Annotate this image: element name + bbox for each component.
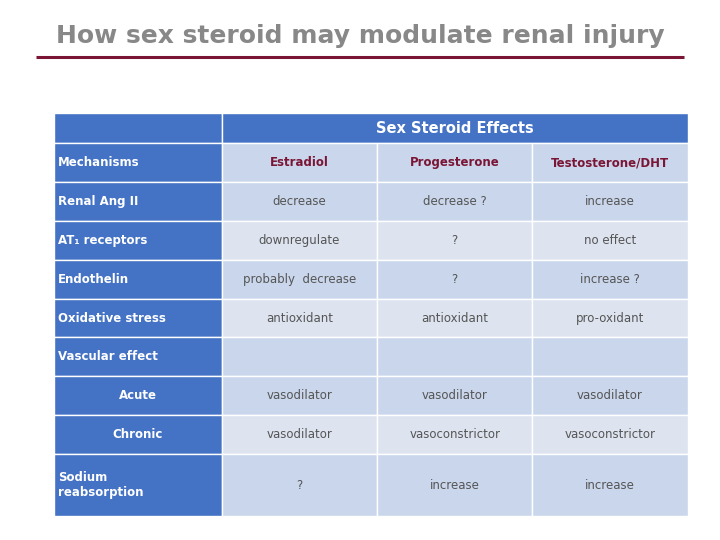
- Text: ?: ?: [451, 273, 458, 286]
- FancyBboxPatch shape: [377, 221, 532, 260]
- Text: Sodium
reabsorption: Sodium reabsorption: [58, 471, 144, 499]
- FancyBboxPatch shape: [222, 338, 377, 376]
- Text: vasoconstrictor: vasoconstrictor: [409, 428, 500, 441]
- Text: increase: increase: [430, 478, 480, 492]
- Text: AT₁ receptors: AT₁ receptors: [58, 234, 148, 247]
- Text: vasoconstrictor: vasoconstrictor: [564, 428, 655, 441]
- FancyBboxPatch shape: [54, 260, 222, 299]
- Text: ?: ?: [451, 234, 458, 247]
- Text: antioxidant: antioxidant: [421, 312, 488, 325]
- FancyBboxPatch shape: [222, 299, 377, 338]
- FancyBboxPatch shape: [222, 260, 377, 299]
- FancyBboxPatch shape: [532, 299, 688, 338]
- FancyBboxPatch shape: [54, 454, 222, 516]
- FancyBboxPatch shape: [54, 143, 222, 182]
- Text: vasodilator: vasodilator: [422, 389, 487, 402]
- Text: Sex Steroid Effects: Sex Steroid Effects: [376, 121, 534, 136]
- FancyBboxPatch shape: [532, 338, 688, 376]
- Text: Testosterone/DHT: Testosterone/DHT: [551, 156, 669, 169]
- Text: Progesterone: Progesterone: [410, 156, 500, 169]
- Text: downregulate: downregulate: [258, 234, 341, 247]
- Text: decrease: decrease: [273, 195, 326, 208]
- FancyBboxPatch shape: [54, 221, 222, 260]
- FancyBboxPatch shape: [532, 454, 688, 516]
- FancyBboxPatch shape: [377, 454, 532, 516]
- Text: Renal Ang II: Renal Ang II: [58, 195, 139, 208]
- FancyBboxPatch shape: [222, 454, 377, 516]
- FancyBboxPatch shape: [54, 299, 222, 338]
- FancyBboxPatch shape: [377, 376, 532, 415]
- Text: How sex steroid may modulate renal injury: How sex steroid may modulate renal injur…: [55, 24, 665, 48]
- FancyBboxPatch shape: [222, 415, 377, 454]
- Text: Estradiol: Estradiol: [270, 156, 329, 169]
- FancyBboxPatch shape: [532, 415, 688, 454]
- Text: vasodilator: vasodilator: [266, 389, 333, 402]
- FancyBboxPatch shape: [222, 221, 377, 260]
- FancyBboxPatch shape: [222, 376, 377, 415]
- Text: decrease ?: decrease ?: [423, 195, 487, 208]
- Text: increase ?: increase ?: [580, 273, 640, 286]
- Text: antioxidant: antioxidant: [266, 312, 333, 325]
- FancyBboxPatch shape: [54, 182, 222, 221]
- FancyBboxPatch shape: [377, 299, 532, 338]
- FancyBboxPatch shape: [377, 415, 532, 454]
- FancyBboxPatch shape: [54, 338, 222, 376]
- Text: Oxidative stress: Oxidative stress: [58, 312, 166, 325]
- FancyBboxPatch shape: [54, 376, 222, 415]
- Text: Chronic: Chronic: [113, 428, 163, 441]
- FancyBboxPatch shape: [222, 113, 688, 143]
- Text: vasodilator: vasodilator: [577, 389, 643, 402]
- FancyBboxPatch shape: [377, 182, 532, 221]
- FancyBboxPatch shape: [532, 260, 688, 299]
- FancyBboxPatch shape: [54, 415, 222, 454]
- Text: probably  decrease: probably decrease: [243, 273, 356, 286]
- FancyBboxPatch shape: [377, 260, 532, 299]
- FancyBboxPatch shape: [222, 143, 377, 182]
- FancyBboxPatch shape: [54, 113, 222, 143]
- Text: increase: increase: [585, 195, 635, 208]
- FancyBboxPatch shape: [532, 182, 688, 221]
- Text: Mechanisms: Mechanisms: [58, 156, 140, 169]
- FancyBboxPatch shape: [377, 143, 532, 182]
- Text: vasodilator: vasodilator: [266, 428, 333, 441]
- FancyBboxPatch shape: [377, 338, 532, 376]
- FancyBboxPatch shape: [532, 143, 688, 182]
- Text: increase: increase: [585, 478, 635, 492]
- Text: ?: ?: [297, 478, 302, 492]
- Text: no effect: no effect: [584, 234, 636, 247]
- FancyBboxPatch shape: [222, 182, 377, 221]
- Text: Vascular effect: Vascular effect: [58, 350, 158, 363]
- FancyBboxPatch shape: [532, 376, 688, 415]
- Text: Acute: Acute: [119, 389, 157, 402]
- Text: Endothelin: Endothelin: [58, 273, 130, 286]
- FancyBboxPatch shape: [532, 221, 688, 260]
- Text: pro-oxidant: pro-oxidant: [576, 312, 644, 325]
